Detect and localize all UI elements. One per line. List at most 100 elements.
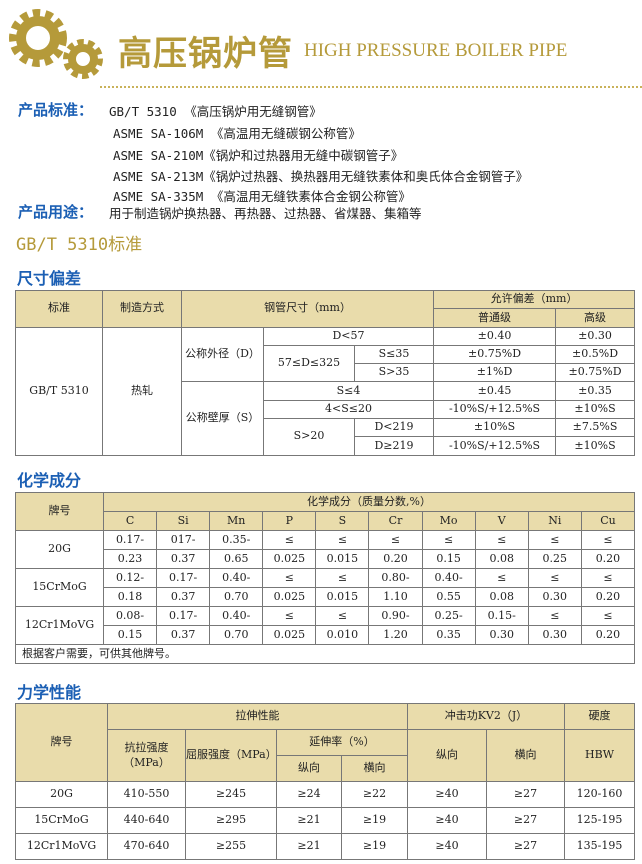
header-cell: 横向 bbox=[341, 755, 408, 782]
table-cell: 57≤D≤325 bbox=[263, 344, 355, 383]
table-cell: 0.90- bbox=[368, 606, 423, 626]
note-cell: 根据客户需要，可供其他牌号。 bbox=[14, 644, 636, 664]
table-cell: 20G bbox=[15, 781, 108, 808]
table-cell: ≤ bbox=[580, 568, 636, 588]
grade-cell: 12Cr1MoVG bbox=[15, 606, 104, 645]
table-cell: 0.20 bbox=[580, 587, 636, 607]
table-cell: ≤ bbox=[527, 530, 582, 550]
header-cell: 钢管尺寸（mm） bbox=[180, 290, 435, 328]
table-cell: ≥40 bbox=[407, 807, 487, 834]
title-english: HIGH PRESSURE BOILER PIPE bbox=[304, 40, 568, 61]
table-cell: 公称壁厚（S） bbox=[181, 381, 264, 456]
table-cell: 15CrMoG bbox=[15, 807, 108, 834]
table-cell: D<57 bbox=[262, 326, 435, 346]
table-cell: 公称外径（D） bbox=[181, 326, 264, 383]
table-cell: ≥21 bbox=[276, 833, 342, 860]
table-cell: ≥255 bbox=[185, 833, 277, 860]
table-cell: ±0.35 bbox=[555, 381, 636, 401]
header-cell: 拉伸性能 bbox=[107, 703, 408, 730]
table-cell: ≤ bbox=[315, 606, 370, 626]
table-cell: ≥295 bbox=[185, 807, 277, 834]
usage-text: 用于制造锅炉换热器、再热器、过热器、省煤器、集箱等 bbox=[109, 206, 422, 221]
header-cell: P bbox=[262, 511, 317, 531]
header-cell: Cr bbox=[368, 511, 423, 531]
table-cell: 0.37 bbox=[156, 625, 211, 645]
table-cell: 125-195 bbox=[564, 807, 636, 834]
table-cell: ≤ bbox=[527, 606, 582, 626]
table-cell: ≥19 bbox=[341, 807, 408, 834]
header-cell: 屈服强度（MPa） bbox=[185, 729, 277, 782]
table-cell: 0.17- bbox=[102, 530, 158, 550]
table-cell: 0.20 bbox=[580, 549, 636, 569]
table-cell: ≤ bbox=[527, 568, 582, 588]
table-cell: ≥40 bbox=[407, 833, 487, 860]
table-cell: 0.37 bbox=[156, 587, 211, 607]
table-cell: 0.70 bbox=[209, 625, 264, 645]
table-cell: 0.20 bbox=[580, 625, 636, 645]
table-cell: 0.025 bbox=[262, 587, 317, 607]
table-cell: 0.25 bbox=[527, 549, 582, 569]
table-cell: ≤ bbox=[580, 606, 636, 626]
table-cell: 0.025 bbox=[262, 625, 317, 645]
header-cell: 延伸率（%） bbox=[276, 729, 408, 756]
header-cell: 横向 bbox=[485, 729, 566, 782]
table-cell: 0.23 bbox=[102, 549, 158, 569]
header-cell: 牌号 bbox=[15, 492, 104, 531]
header-cell: 高级 bbox=[555, 308, 636, 328]
table-cell: 0.12- bbox=[102, 568, 158, 588]
table-cell: ±0.75%D bbox=[555, 363, 636, 383]
table-cell: 0.15- bbox=[474, 606, 529, 626]
table-cell: D<219 bbox=[353, 418, 435, 438]
table-cell: 1.20 bbox=[368, 625, 423, 645]
table-cell: ≥27 bbox=[485, 833, 566, 860]
table-cell: 120-160 bbox=[564, 781, 636, 808]
header-cell: V bbox=[474, 511, 529, 531]
table-cell: ≤ bbox=[262, 606, 317, 626]
table-cell: 0.35 bbox=[421, 625, 476, 645]
chemical-composition-table: 牌号 化学成分（质量分数,%） C Si Mn P S Cr Mo V Ni Cu 20G 0.17-… bbox=[14, 492, 636, 664]
table-cell: ≤ bbox=[262, 530, 317, 550]
table-cell: ±10%S bbox=[433, 418, 557, 438]
header-cell: 化学成分（质量分数,%） bbox=[102, 492, 636, 512]
table-cell: ≥27 bbox=[485, 807, 566, 834]
table-cell: 0.37 bbox=[156, 549, 211, 569]
standard-item: GB/T 5310 《高压锅炉用无缝钢管》 bbox=[109, 104, 322, 119]
table-cell: ≤ bbox=[580, 530, 636, 550]
table-cell: ±0.5%D bbox=[555, 344, 636, 365]
table-row: 12Cr1MoVG 470-640 ≥255 ≥21 ≥19 ≥40 ≥27 135-195 bbox=[15, 833, 636, 860]
table-cell: 0.08- bbox=[102, 606, 158, 626]
table-cell: 470-640 bbox=[107, 833, 186, 860]
table-cell: 4<S≤20 bbox=[262, 399, 435, 420]
table-cell: 0.30 bbox=[527, 587, 582, 607]
table-cell: 0.30 bbox=[474, 625, 529, 645]
table-row: 20G 410-550 ≥245 ≥24 ≥22 ≥40 ≥27 120-160 bbox=[15, 781, 636, 808]
standards-label: 产品标准： bbox=[18, 101, 94, 119]
table-cell: ≤ bbox=[421, 530, 476, 550]
table-cell: 017- bbox=[156, 530, 211, 550]
gb-standard-title: GB/T 5310标准 bbox=[16, 235, 143, 255]
table-cell: ≥19 bbox=[341, 833, 408, 860]
dotted-divider bbox=[100, 86, 642, 88]
header-cell: Mo bbox=[421, 511, 476, 531]
table-cell: 0.30 bbox=[527, 625, 582, 645]
table-cell: ±0.45 bbox=[433, 381, 557, 401]
usage-label: 产品用途： bbox=[18, 203, 94, 221]
title-chinese: 高压锅炉管 bbox=[118, 34, 293, 74]
table-cell: ≥21 bbox=[276, 807, 342, 834]
grade-cell: 15CrMoG bbox=[15, 568, 104, 607]
table-cell: 0.025 bbox=[262, 549, 317, 569]
table-cell: 0.55 bbox=[421, 587, 476, 607]
table-cell: ±7.5%S bbox=[555, 418, 636, 438]
standard-item: ASME SA-210M《锅炉和过热器用无缝中碳钢管子》 bbox=[113, 148, 404, 163]
table-row: 12Cr1MoVG 0.08- 0.17- 0.40- ≤ ≤0.90- 0.25- 0.15… bbox=[15, 606, 636, 645]
header-cell: 制造方式 bbox=[102, 290, 182, 328]
table-cell: -10%S/+12.5%S bbox=[433, 436, 557, 456]
table-cell: 0.20 bbox=[368, 549, 423, 569]
header-cell: 普通级 bbox=[433, 308, 557, 328]
header-cell: Cu bbox=[580, 511, 636, 531]
table-cell: GB/T 5310 bbox=[15, 326, 103, 456]
header-cell: HBW bbox=[564, 729, 636, 782]
header-cell: C bbox=[102, 511, 158, 531]
header-cell: 标准 bbox=[15, 290, 103, 328]
gears-logo-icon bbox=[9, 9, 103, 79]
